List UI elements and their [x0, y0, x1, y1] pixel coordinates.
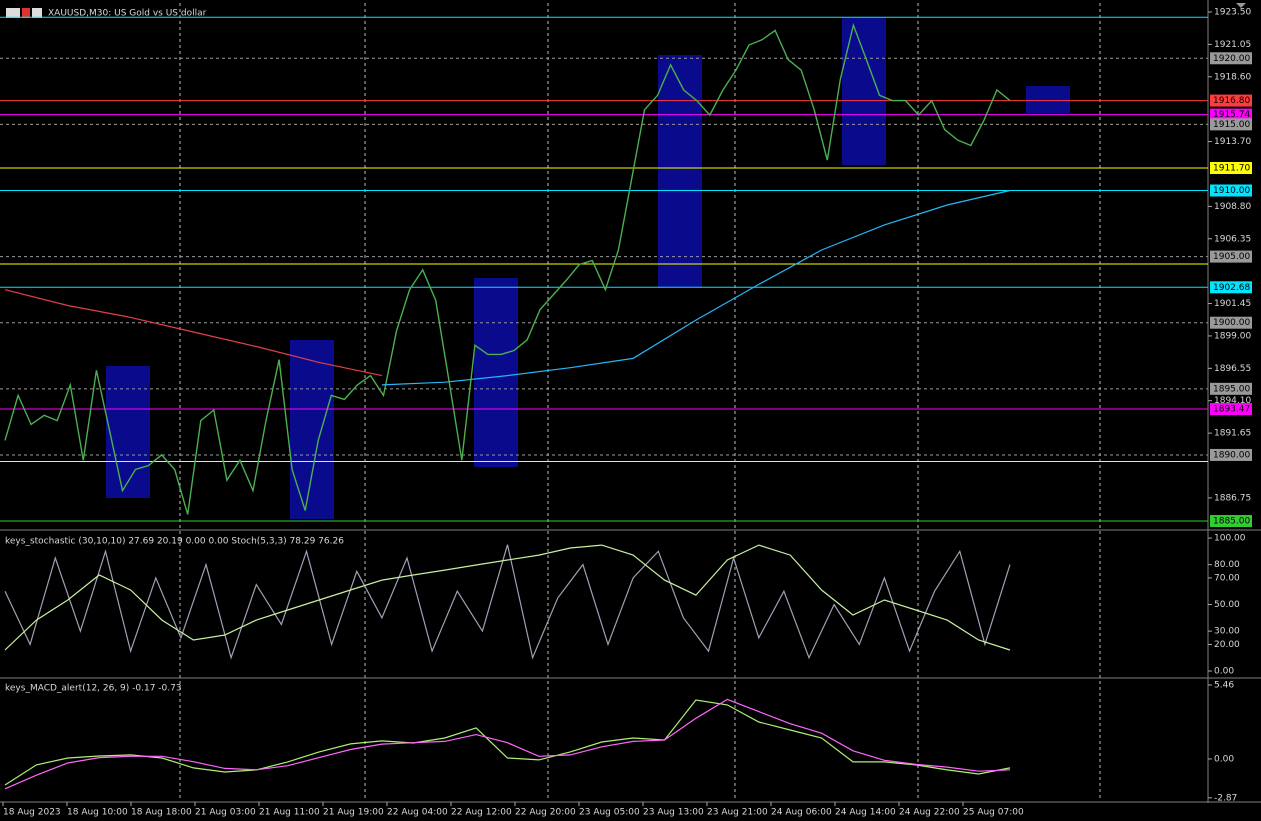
panel-title: XAUUSD,M30: US Gold vs US dollar	[48, 9, 207, 19]
y-tick-label: 1908.80	[1214, 202, 1251, 212]
x-tick-label: 22 Aug 12:00	[451, 808, 512, 818]
series-line	[4, 289, 383, 377]
level-label: 1915.74	[1213, 110, 1250, 120]
y-tick-label: 70.00	[1214, 573, 1240, 583]
level-label: 1900.00	[1213, 318, 1250, 328]
x-tick-label: 23 Aug 21:00	[707, 808, 768, 818]
y-tick-label: 1913.70	[1214, 137, 1251, 147]
level-label-box	[1210, 108, 1252, 121]
x-tick-label: 25 Aug 07:00	[963, 808, 1024, 818]
level-label: 1885.00	[1213, 517, 1250, 527]
x-tick-label: 21 Aug 11:00	[259, 808, 320, 818]
x-tick-label: 24 Aug 22:00	[899, 808, 960, 818]
y-tick-label: 20.00	[1214, 640, 1240, 650]
x-tick-label: 23 Aug 05:00	[579, 808, 640, 818]
y-tick-label: 1906.35	[1214, 234, 1251, 244]
level-label: 1911.70	[1213, 164, 1250, 174]
x-tick-label: 23 Aug 13:00	[643, 808, 704, 818]
level-label: 1890.00	[1213, 450, 1250, 460]
y-tick-label: 1894.10	[1214, 396, 1251, 406]
x-tick-label: 18 Aug 18:00	[131, 808, 192, 818]
level-label-box	[1210, 281, 1252, 294]
level-label-box	[1210, 118, 1252, 131]
level-label: 1910.00	[1213, 186, 1250, 196]
level-label: 1902.68	[1213, 283, 1250, 293]
level-label-box	[1210, 515, 1252, 528]
y-tick-label: 1918.60	[1214, 72, 1251, 82]
level-label: 1916.80	[1213, 96, 1250, 106]
level-label: 1893.47	[1213, 405, 1250, 415]
level-label-box	[1210, 448, 1252, 461]
x-tick-label: 24 Aug 14:00	[835, 808, 896, 818]
x-tick-label: 18 Aug 2023	[3, 808, 61, 818]
series-line	[4, 544, 1011, 660]
y-tick-label: 80.00	[1214, 560, 1240, 570]
y-tick-label: 1923.50	[1214, 7, 1251, 17]
y-tick-label: 1921.05	[1214, 40, 1251, 50]
level-label-box	[1210, 316, 1252, 329]
x-tick-label: 22 Aug 20:00	[515, 808, 576, 818]
y-tick-label: 30.00	[1214, 627, 1240, 637]
level-label-box	[1210, 52, 1252, 65]
panel-title: keys_MACD_alert(12, 26, 9) -0.17 -0.73	[5, 684, 182, 694]
level-label: 1905.00	[1213, 252, 1250, 262]
level-label-box	[1210, 184, 1252, 197]
y-tick-label: 100.00	[1214, 534, 1246, 544]
series-line	[4, 699, 1011, 786]
level-label: 1915.00	[1213, 120, 1250, 130]
level-label-box	[1210, 94, 1252, 107]
y-tick-label: 1901.45	[1214, 299, 1251, 309]
level-label: 1895.00	[1213, 384, 1250, 394]
level-label: 1920.00	[1213, 54, 1250, 64]
y-tick-label: 50.00	[1214, 600, 1240, 610]
y-tick-label: 1896.55	[1214, 364, 1251, 374]
y-tick-label: 1886.75	[1214, 493, 1251, 503]
y-tick-label: 1899.00	[1214, 331, 1251, 341]
x-tick-label: 21 Aug 03:00	[195, 808, 256, 818]
x-tick-label: 24 Aug 06:00	[771, 808, 832, 818]
panel-borders	[0, 0, 1261, 803]
corner-marker	[1236, 3, 1246, 8]
y-tick-label: 0.00	[1214, 754, 1234, 764]
vertical-grid	[179, 3, 1101, 800]
zones	[106, 17, 1070, 519]
level-label-box	[1210, 250, 1252, 263]
y-tick-label: 0.00	[1214, 667, 1234, 677]
y-tick-label: 1891.65	[1214, 429, 1251, 439]
plot-area: 1923.50 1921.05 1918.60 1913.70 1908.80 1906.…	[0, 7, 1252, 818]
series-line	[4, 22, 1011, 515]
panel-title: keys_stochastic (30,10,10) 27.69 20.19 0…	[5, 537, 344, 547]
series-line	[4, 544, 1011, 651]
symbol-icon	[6, 8, 42, 18]
x-tick-label: 21 Aug 19:00	[323, 808, 384, 818]
series-line	[381, 189, 1011, 386]
level-label-box	[1210, 382, 1252, 395]
level-label-box	[1210, 403, 1252, 416]
level-label-box	[1210, 162, 1252, 175]
y-tick-label: -2.87	[1214, 793, 1237, 803]
series-line	[4, 698, 1011, 790]
x-tick-label: 18 Aug 10:00	[67, 808, 128, 818]
y-tick-label: 5.46	[1214, 681, 1234, 691]
x-tick-label: 22 Aug 04:00	[387, 808, 448, 818]
